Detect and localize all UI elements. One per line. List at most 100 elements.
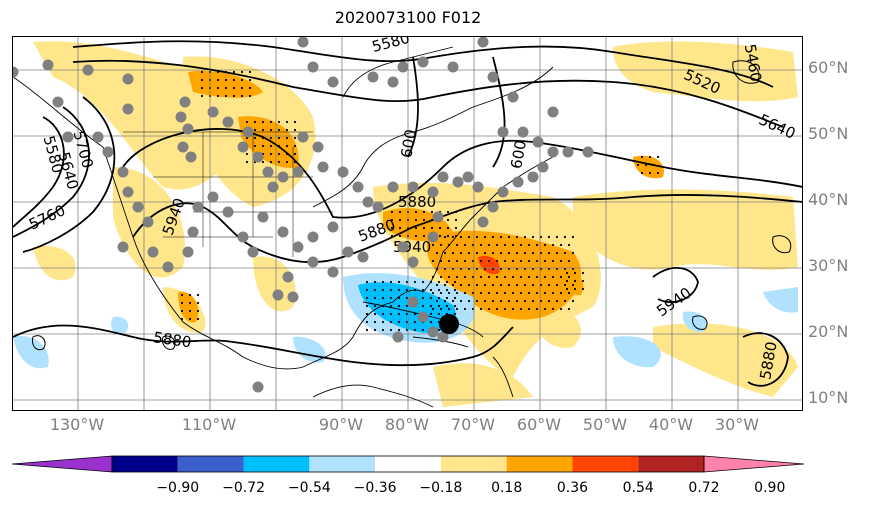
station-dot	[352, 181, 364, 193]
station-dot	[327, 266, 339, 278]
lat-label: 30°N	[808, 256, 849, 275]
station-dot	[477, 216, 489, 228]
lat-label: 10°N	[808, 388, 849, 407]
positive-anomaly-strong	[478, 255, 500, 275]
contour-label: 5640	[756, 110, 798, 142]
station-dot	[357, 251, 369, 263]
station-dot	[292, 241, 304, 253]
station-dot	[452, 176, 464, 188]
contour-label: 600	[507, 139, 530, 170]
station-dot	[582, 146, 594, 158]
map-title: 2020073100 F012	[334, 8, 482, 27]
station-dot	[327, 76, 339, 88]
height-contours	[13, 40, 802, 387]
station-dot	[242, 126, 254, 138]
station-dot	[407, 296, 419, 308]
station-dot	[417, 311, 429, 323]
station-dot	[497, 186, 509, 198]
station-dot	[182, 246, 194, 258]
colorbar-cell	[243, 456, 310, 472]
station-dot	[437, 331, 449, 343]
station-dot	[312, 141, 324, 153]
colorbar-cell	[177, 456, 244, 472]
station-dot	[517, 126, 529, 138]
station-dot	[362, 196, 374, 208]
station-dot	[92, 131, 104, 143]
station-dot	[427, 186, 439, 198]
lon-label: 80°W	[384, 415, 430, 434]
station-dot	[185, 151, 197, 163]
station-dot	[297, 131, 309, 143]
station-dot	[257, 211, 269, 223]
contour-label: 5760	[26, 201, 68, 233]
station-dot	[82, 64, 94, 76]
lon-label: 60°W	[516, 415, 562, 434]
station-dot	[532, 136, 544, 148]
contour-label: 5580	[370, 37, 412, 56]
colorbar-cell	[112, 456, 178, 472]
lon-label: 40°W	[648, 415, 694, 434]
station-dot	[437, 171, 449, 183]
station-dot	[487, 201, 499, 213]
lat-label: 40°N	[808, 190, 849, 209]
station-dot	[387, 181, 399, 193]
station-dot	[297, 37, 309, 48]
colorbar-tick-label: −0.90	[156, 480, 200, 496]
colorbar-tick-label: −0.72	[222, 480, 265, 496]
station-dot	[117, 241, 129, 253]
station-dot	[562, 146, 574, 158]
station-dot	[307, 231, 319, 243]
station-dot	[547, 106, 559, 118]
station-dot	[122, 103, 134, 115]
station-dot	[342, 246, 354, 258]
station-dot	[282, 271, 294, 283]
station-dot	[432, 211, 444, 223]
map-canvas: 5460 5520 5640 5580 5700 5640 5580 5760 …	[13, 37, 802, 410]
colorbar-tick-label: 0.72	[688, 480, 720, 496]
colorbar-cell	[572, 456, 639, 472]
colorbar-cell	[506, 456, 573, 472]
station-dot	[327, 221, 339, 233]
station-dot	[447, 61, 459, 73]
station-dot	[42, 59, 54, 71]
station-dot	[497, 126, 509, 138]
station-dot	[162, 261, 174, 273]
station-dot	[407, 256, 419, 268]
colorbar-tick-label: 0.90	[754, 480, 786, 496]
station-dot	[372, 201, 384, 213]
contour-label: 5880	[152, 328, 192, 351]
station-dot	[102, 146, 114, 158]
station-dot	[337, 166, 349, 178]
station-dot	[417, 56, 429, 68]
colorbar-tick-label: 0.54	[622, 480, 654, 496]
station-dot	[307, 256, 319, 268]
station-dot	[177, 141, 189, 153]
colorbar-cell	[375, 456, 441, 472]
colorbar-tick-label: 0.18	[491, 480, 523, 496]
station-dot	[187, 226, 199, 238]
lon-label: 50°W	[582, 415, 628, 434]
lat-label: 60°N	[808, 58, 849, 77]
significance-stipple	[180, 70, 660, 332]
station-dot	[13, 66, 19, 78]
station-dot	[307, 61, 319, 73]
station-dot	[387, 76, 399, 88]
political-borders	[123, 131, 333, 257]
lon-label: 110°W	[181, 415, 237, 434]
colorbar-cell	[440, 456, 507, 472]
lon-label: 70°W	[450, 415, 496, 434]
station-dot	[122, 73, 134, 85]
station-dot	[407, 181, 419, 193]
colorbar-cell	[638, 456, 704, 472]
thin-contours	[32, 60, 792, 351]
station-dot	[207, 191, 219, 203]
station-dot	[252, 381, 264, 393]
station-dot	[262, 166, 274, 178]
storm-center-marker	[439, 314, 459, 334]
negative-anomaly-mid	[358, 282, 456, 333]
station-dot	[537, 161, 549, 173]
station-dot	[272, 289, 284, 301]
colorbar-extend-low	[12, 455, 113, 473]
colorbar-tick-label: 0.36	[556, 480, 589, 496]
station-dot	[277, 171, 289, 183]
